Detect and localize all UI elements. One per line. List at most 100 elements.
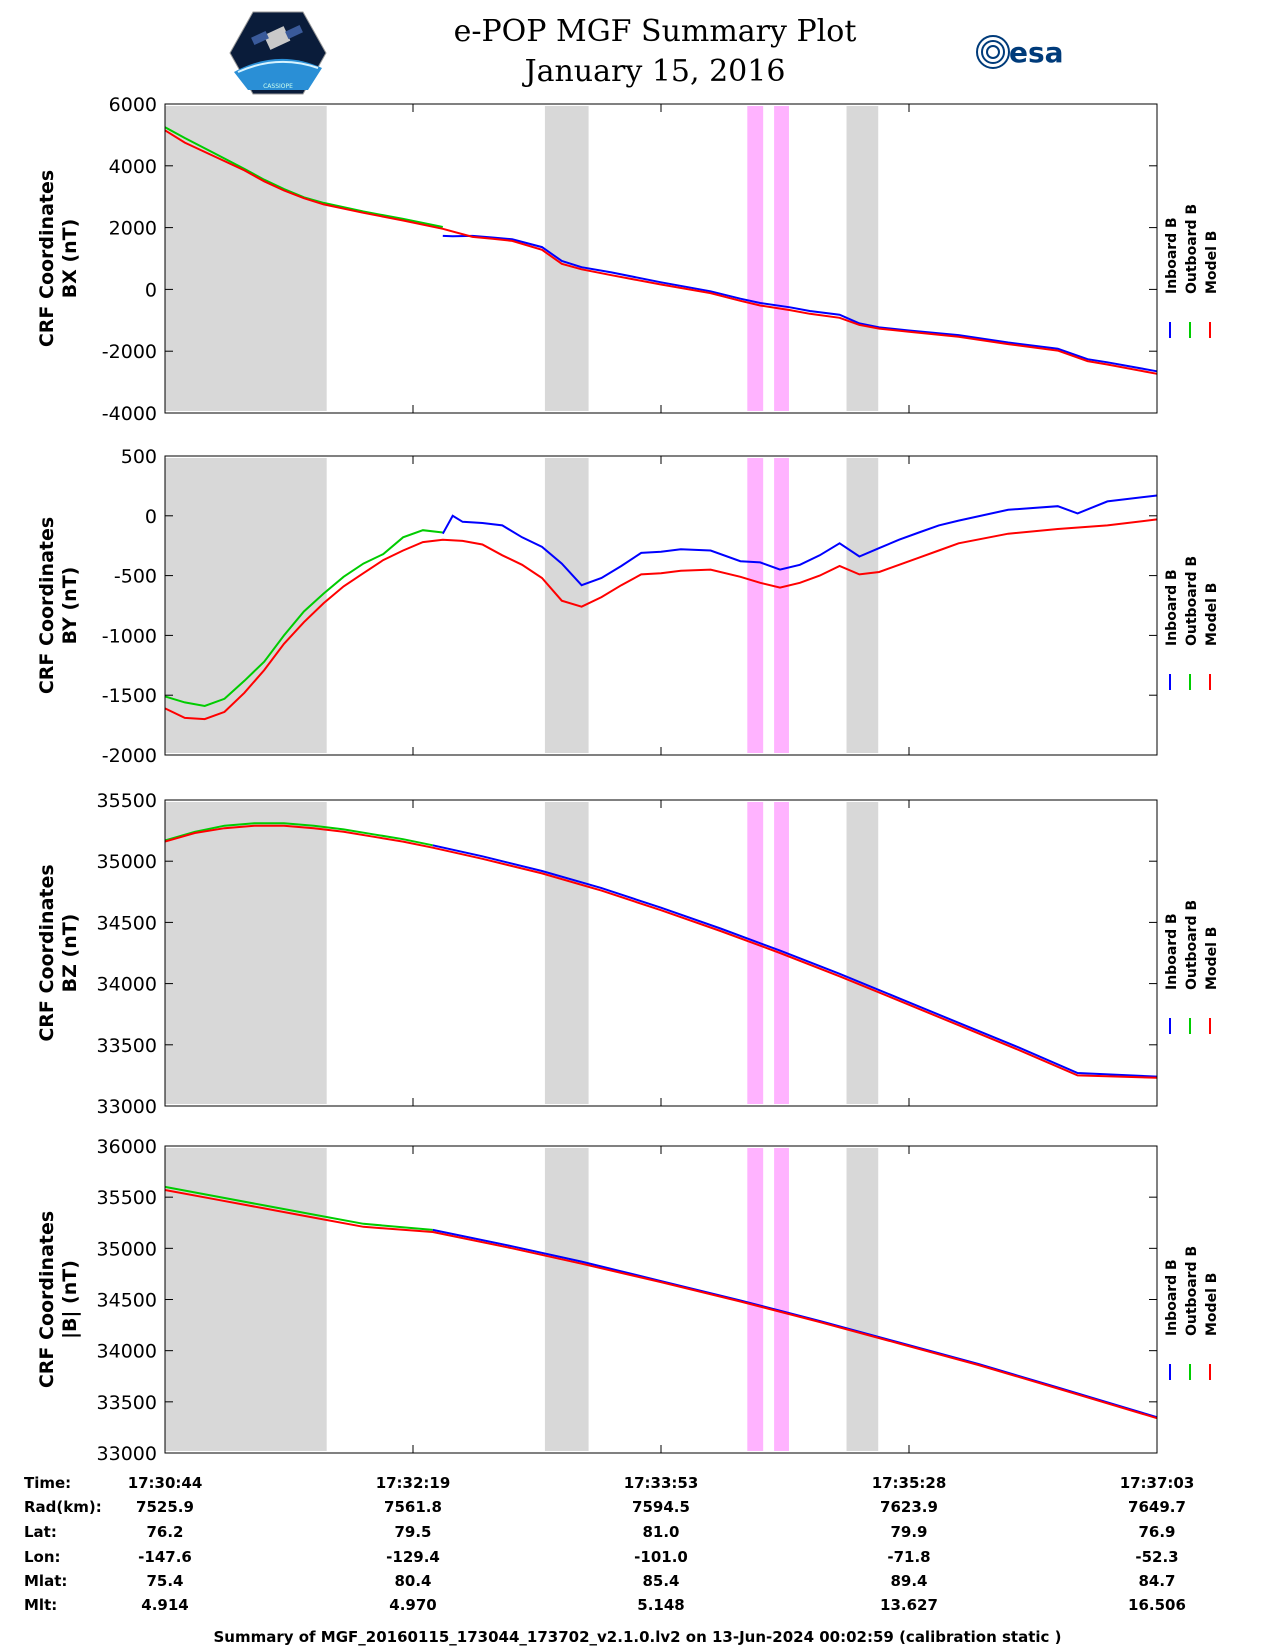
legend-label: Model B: [1204, 1273, 1220, 1336]
magenta-band: [774, 1148, 789, 1451]
table-cell: 17:35:28: [871, 1474, 947, 1492]
legend-label: Model B: [1204, 583, 1220, 646]
table-cell: 7525.9: [136, 1498, 194, 1516]
table-cell: 85.4: [642, 1572, 680, 1590]
magenta-band: [774, 458, 789, 753]
legend-label: Outboard B: [1184, 556, 1200, 646]
table-row-label: Lat:: [24, 1523, 57, 1541]
table-cell: -71.8: [887, 1548, 931, 1566]
series-line-inboard-b: [442, 234, 1158, 373]
y-tick-label: 34000: [97, 974, 157, 996]
table-cell: 7594.5: [632, 1498, 690, 1516]
legend-label: Outboard B: [1184, 1246, 1200, 1336]
legend-label: Outboard B: [1184, 204, 1200, 294]
cassiope-logo-text: CASSIOPE: [263, 83, 293, 90]
y-tick-label: 35500: [97, 1187, 157, 1209]
table-cell: 4.914: [141, 1596, 189, 1614]
series-line-model-b: [164, 518, 1158, 721]
esa-logo: esa: [976, 35, 1064, 69]
table-cell: 76.9: [1138, 1523, 1176, 1541]
y-tick-label: 0: [145, 506, 157, 528]
table-cell: 76.2: [146, 1523, 184, 1541]
y-tick-label: 4000: [109, 156, 157, 178]
y-axis-label: BY (nT): [59, 567, 81, 645]
magenta-band: [774, 106, 789, 411]
table-cell: -147.6: [138, 1548, 192, 1566]
table-cell: 7561.8: [384, 1498, 442, 1516]
series-line-inboard-b: [441, 494, 1158, 587]
table-cell: 13.627: [880, 1596, 938, 1614]
legend-label: Outboard B: [1184, 900, 1200, 990]
y-tick-label: 34500: [97, 912, 157, 934]
table-row-label: Time:: [24, 1474, 72, 1492]
table-row-label: Lon:: [24, 1548, 61, 1566]
y-tick-label: -500: [114, 566, 157, 588]
y-axis-label: BZ (nT): [59, 914, 81, 993]
table-cell: 79.5: [394, 1523, 432, 1541]
table-cell: 80.4: [394, 1572, 432, 1590]
table-cell: 17:37:03: [1119, 1474, 1195, 1492]
series-line-model-b: [164, 824, 1158, 1079]
y-tick-label: 36000: [97, 1136, 157, 1158]
table-cell: 17:32:19: [375, 1474, 451, 1492]
series-line-inboard-b: [432, 1228, 1158, 1419]
y-axis-label: CRF Coordinates: [36, 864, 58, 1041]
table-cell: 17:33:53: [623, 1474, 699, 1492]
table-cell: -129.4: [386, 1548, 440, 1566]
y-axis-label: BX (nT): [59, 219, 81, 299]
gray-band: [846, 458, 879, 753]
magenta-band: [747, 458, 764, 753]
y-tick-label: 2000: [109, 218, 157, 240]
magenta-band: [747, 106, 764, 411]
legend-label: Model B: [1204, 927, 1220, 990]
y-tick-label: -2000: [102, 341, 157, 363]
gray-band: [165, 802, 327, 1104]
gray-band: [846, 1148, 879, 1451]
gray-band: [165, 106, 327, 411]
gray-band: [846, 802, 879, 1104]
table-cell: 75.4: [146, 1572, 184, 1590]
y-tick-label: 33500: [97, 1035, 157, 1057]
magenta-band: [747, 1148, 764, 1451]
y-tick-label: 33000: [97, 1443, 157, 1465]
table-row-label: Rad(km):: [24, 1498, 102, 1516]
legend-label: Model B: [1204, 231, 1220, 294]
y-tick-label: 35000: [97, 851, 157, 873]
gray-band: [544, 1148, 589, 1451]
series-line-outboard-b: [164, 529, 443, 708]
chart-panel-1: -4000 -2000 0 2000 4000 6000 CRF Coordinates BX…: [36, 94, 1220, 425]
gray-band: [165, 458, 327, 753]
series-line-outboard-b: [164, 1185, 433, 1231]
table-cell: 17:30:44: [127, 1474, 203, 1492]
y-tick-label: -1000: [102, 625, 157, 647]
table-cell: 7623.9: [880, 1498, 938, 1516]
page-title: e-POP MGF Summary Plot: [453, 14, 857, 49]
series-line-outboard-b: [164, 126, 443, 228]
y-tick-label: 500: [121, 446, 157, 468]
y-tick-label: -2000: [102, 745, 157, 767]
table-cell: -101.0: [634, 1548, 688, 1566]
cassiope-logo: CASSIOPE: [229, 11, 327, 95]
series-line-outboard-b: [164, 822, 434, 847]
table-row-label: Mlt:: [24, 1596, 58, 1614]
legend-label: Inboard B: [1164, 217, 1180, 294]
table-cell: 79.9: [890, 1523, 928, 1541]
chart-panel-3: 33000 33500 34000 34500 35000 35500 CRF Coordi…: [36, 790, 1220, 1118]
page-date: January 15, 2016: [524, 54, 786, 89]
table-cell: 5.148: [637, 1596, 685, 1614]
y-tick-label: 35000: [97, 1238, 157, 1260]
magenta-band: [747, 802, 764, 1104]
y-axis-label: CRF Coordinates: [36, 517, 58, 694]
gray-band: [544, 106, 589, 411]
gray-band: [165, 1148, 327, 1451]
y-tick-label: -1500: [102, 685, 157, 707]
y-axis-label: CRF Coordinates: [36, 170, 58, 347]
y-tick-label: -4000: [102, 403, 157, 425]
series-line-model-b: [164, 129, 1158, 375]
series-line-inboard-b: [432, 844, 1158, 1078]
y-tick-label: 34500: [97, 1290, 157, 1312]
legend-label: Inboard B: [1164, 913, 1180, 990]
table-cell: 89.4: [890, 1572, 928, 1590]
table-cell: 4.970: [389, 1596, 437, 1614]
table-cell: -52.3: [1135, 1548, 1179, 1566]
